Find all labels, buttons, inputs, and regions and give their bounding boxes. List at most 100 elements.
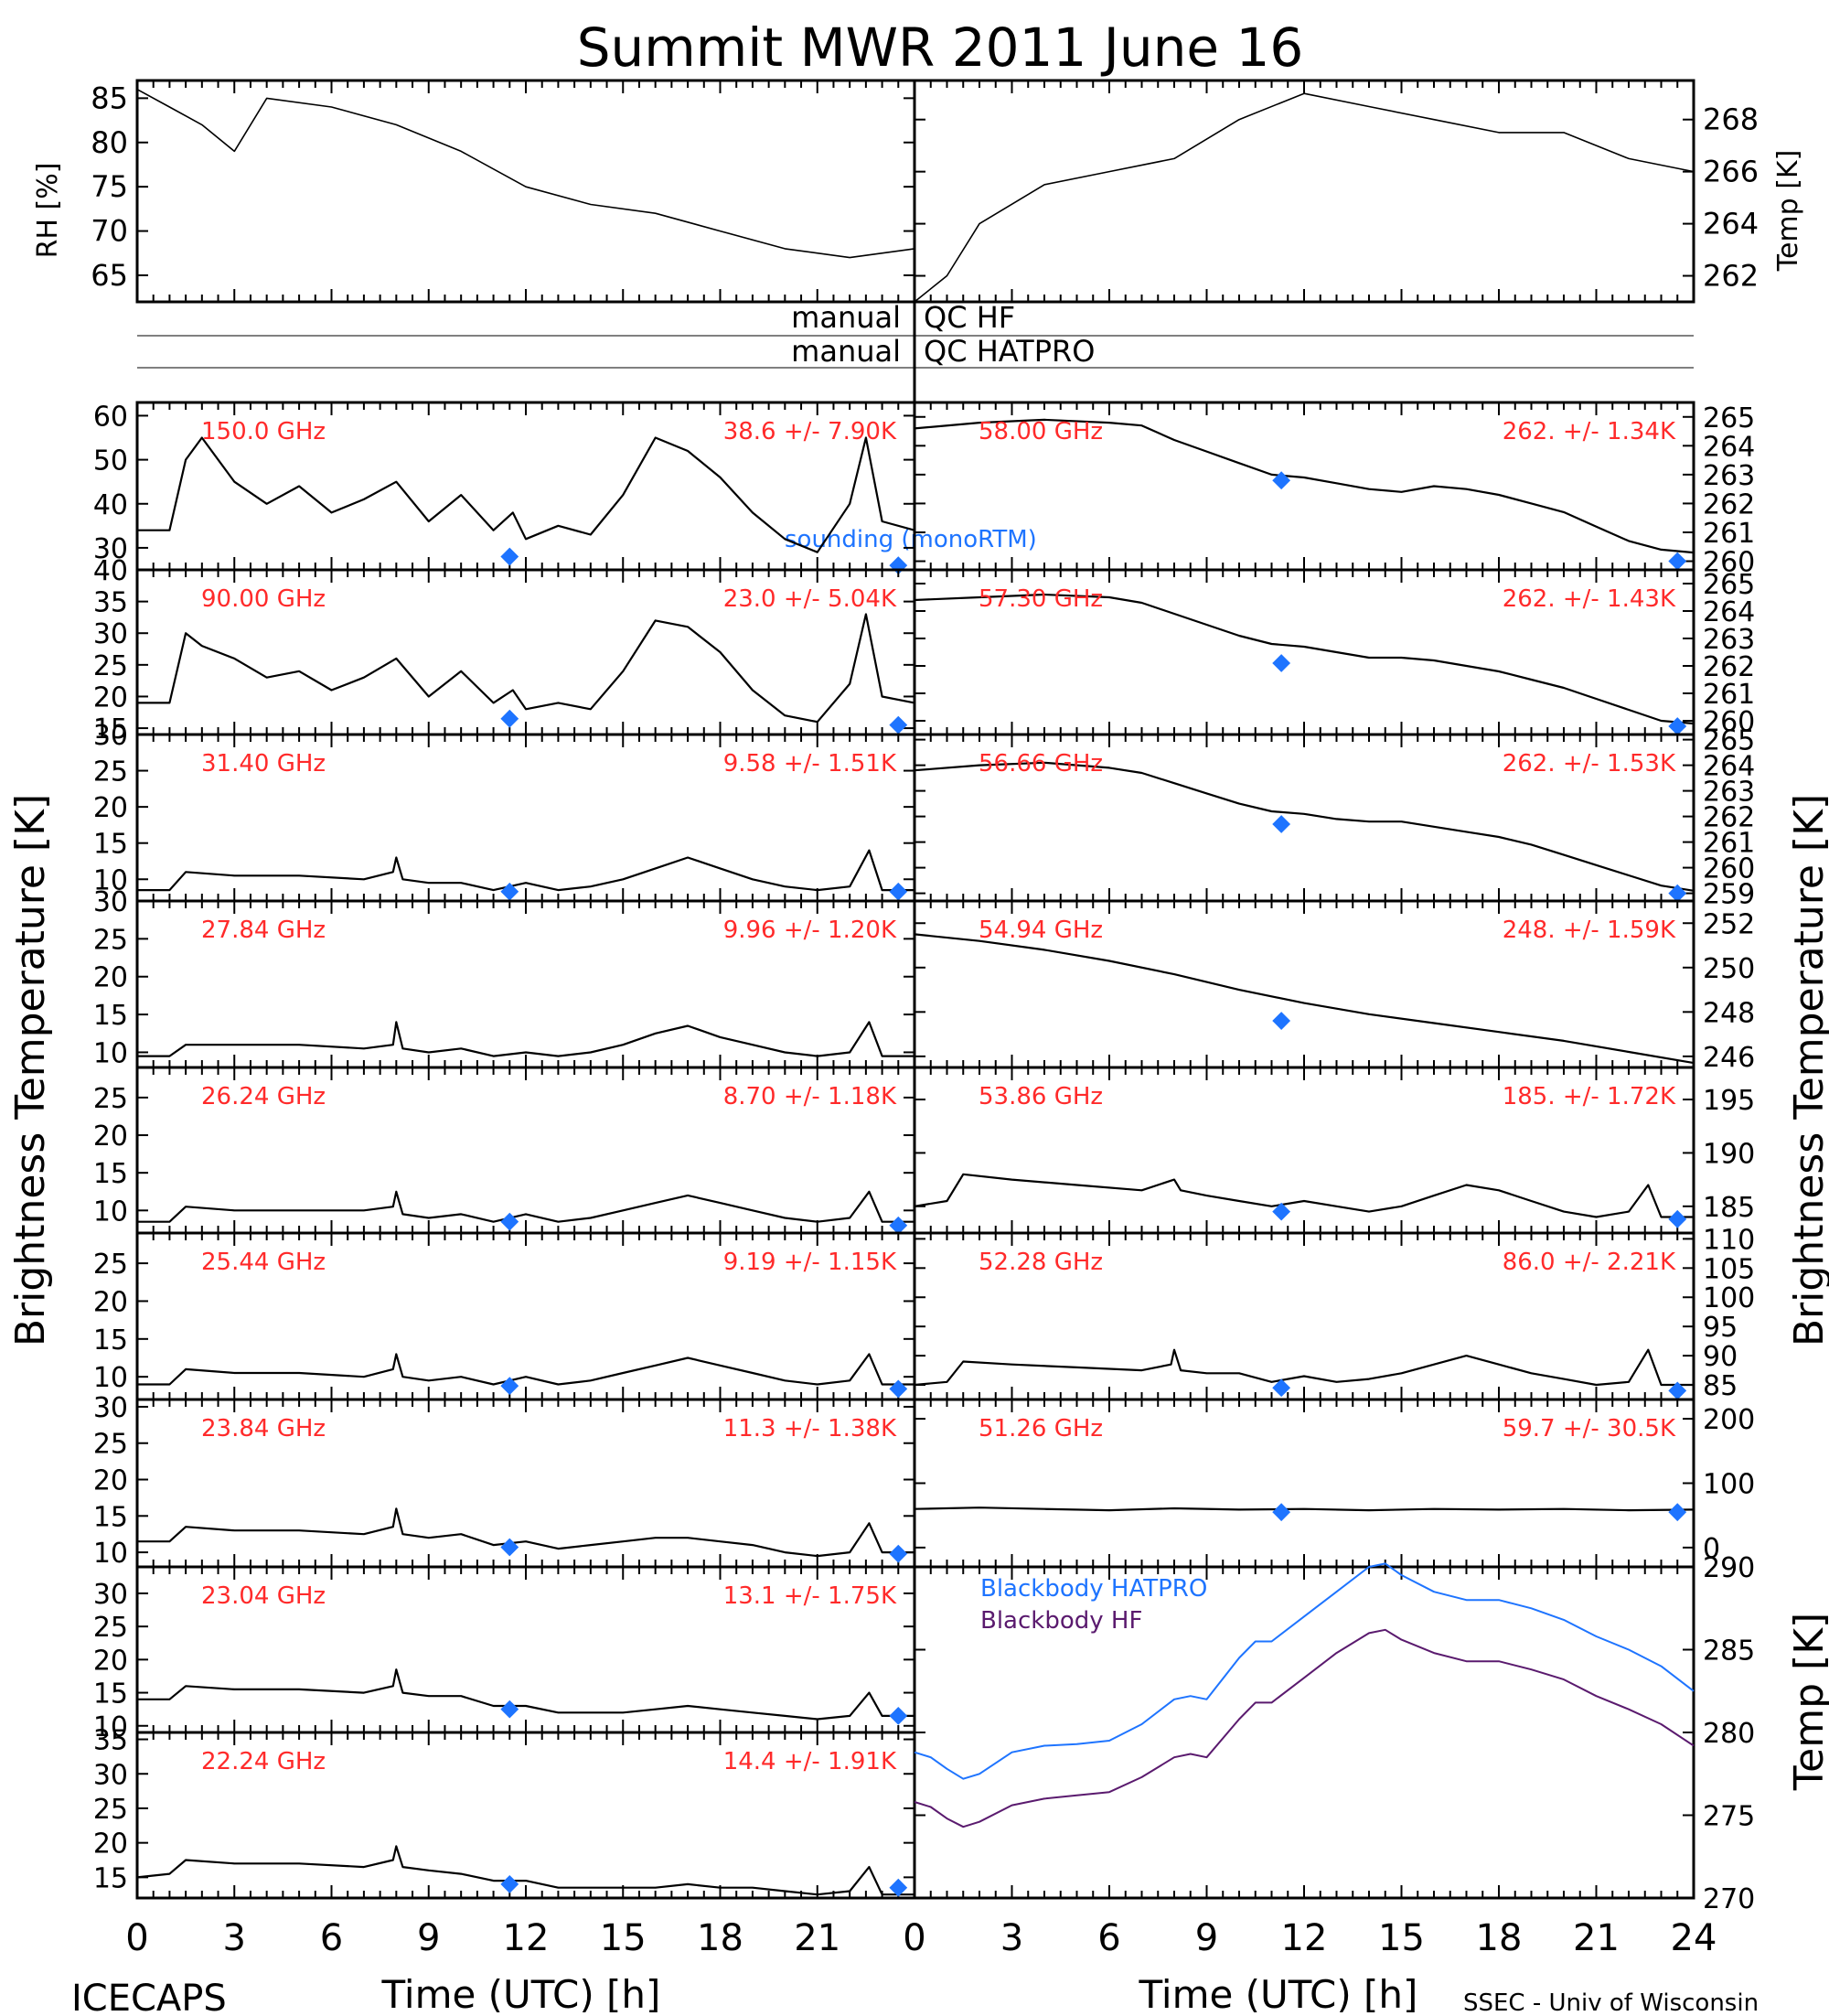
stats-label: 11.3 +/- 1.38K (723, 1415, 897, 1442)
y-tick-label: 250 (1703, 953, 1755, 985)
stats-label: 13.1 +/- 1.75K (723, 1582, 897, 1610)
y-tick-label: 25 (93, 1429, 128, 1461)
frequency-label: 26.24 GHz (201, 1083, 326, 1110)
blackbody-hatpro-series (914, 1562, 1695, 1780)
sounding-point (1272, 471, 1291, 490)
y-tick-label: 80 (91, 125, 128, 160)
y-tick-label: 264 (1703, 596, 1755, 628)
x-tick-label: 3 (223, 1917, 246, 1959)
x-ticks (914, 1567, 1695, 1898)
y-tick-label: 280 (1703, 1718, 1755, 1750)
x-tick-label: 18 (697, 1917, 743, 1959)
sounding-point (500, 1700, 519, 1719)
blackbody-hf-series (914, 1628, 1695, 1828)
x-axis-label-left: Time (UTC) [h] (381, 1972, 661, 2012)
temp-series (914, 92, 1695, 303)
y-tick-label: 260 (1703, 547, 1755, 579)
temp-axis-label-top: Temp [K] (1772, 150, 1804, 273)
y-tick-label: 263 (1703, 777, 1755, 809)
channel-series (914, 1348, 1694, 1387)
y-tick-label: 20 (93, 792, 128, 824)
channel-series (137, 1507, 914, 1558)
y-tick-label: 30 (93, 720, 128, 752)
y-tick-label: 50 (93, 445, 128, 477)
y-tick-label: 185 (1703, 1192, 1755, 1224)
x-ticks (914, 80, 1695, 302)
x-tick-label: 3 (1000, 1917, 1023, 1959)
sounding-point (889, 715, 908, 735)
legend-blackbody-hf: Blackbody HF (980, 1607, 1142, 1635)
frequency-label: 54.94 GHz (979, 917, 1103, 944)
y-tick-label: 262 (1703, 259, 1759, 294)
y-tick-label: 252 (1703, 908, 1755, 940)
y-tick-label: 25 (93, 1083, 128, 1115)
sounding-point (1272, 1012, 1291, 1030)
sounding-point (889, 882, 908, 901)
x-tick-label: 0 (125, 1917, 148, 1959)
x-tick-label: 24 (1671, 1917, 1717, 1959)
y-tick-label: 25 (93, 650, 128, 682)
channel-series (137, 436, 915, 553)
y-tick-label: 20 (93, 962, 128, 994)
stats-label: 9.96 +/- 1.20K (723, 917, 897, 944)
frequency-label: 23.84 GHz (201, 1415, 326, 1442)
y-tick-label: 75 (91, 169, 128, 204)
footer-right: SSEC - Univ of Wisconsin (1463, 1989, 1759, 2012)
channel-series (914, 593, 1695, 725)
sounding-point (1668, 717, 1687, 735)
y-tick-label: 263 (1703, 624, 1755, 656)
x-ticks (136, 80, 915, 302)
y-tick-label: 30 (93, 533, 128, 565)
y-tick-label: 264 (1703, 751, 1755, 783)
frequency-label: 57.30 GHz (979, 585, 1103, 613)
y-tick-label: 262 (1703, 488, 1755, 520)
sounding-point (1272, 654, 1291, 672)
y-tick-label: 100 (1703, 1469, 1755, 1501)
y-tick-label: 25 (93, 924, 128, 956)
y-tick-label: 15 (93, 1678, 128, 1710)
y-tick-label: 266 (1703, 155, 1759, 189)
y-tick-label: 10 (93, 864, 128, 896)
x-tick-label: 15 (1378, 1917, 1425, 1959)
stats-label: 262. +/- 1.43K (1503, 585, 1676, 613)
x-tick-label: 21 (794, 1917, 840, 1959)
y-tick-label: 261 (1703, 518, 1755, 550)
x-tick-label: 18 (1476, 1917, 1523, 1959)
sounding-point (1272, 1503, 1291, 1522)
y-tick-label: 261 (1703, 828, 1755, 860)
y-tick-label: 25 (93, 1249, 128, 1281)
sounding-point (500, 1538, 519, 1557)
stats-label: 262. +/- 1.34K (1503, 418, 1676, 445)
channel-series (914, 761, 1695, 892)
y-tick-label: 30 (93, 1759, 128, 1791)
frequency-label: 25.44 GHz (201, 1249, 326, 1276)
y-tick-label: 15 (93, 713, 128, 745)
sounding-point (1668, 1503, 1687, 1522)
y-tick-label: 0 (1703, 1533, 1720, 1565)
y-tick-label: 95 (1703, 1312, 1738, 1344)
y-tick-label: 246 (1703, 1042, 1755, 1074)
x-ticks (136, 1233, 915, 1399)
x-tick-label: 12 (503, 1917, 550, 1959)
y-tick-label: 265 (1703, 402, 1755, 434)
y-tick-label: 260 (1703, 706, 1755, 738)
x-tick-label: 0 (903, 1917, 925, 1959)
y-tick-label: 70 (91, 214, 128, 249)
y-tick-label: 30 (93, 618, 128, 650)
y-tick-label: 270 (1703, 1883, 1755, 1915)
y-tick-label: 275 (1703, 1801, 1755, 1833)
y-tick-label: 20 (93, 1828, 128, 1861)
qc-hf-label-right: QC HF (924, 300, 1015, 335)
chart-title: Summit MWR 2011 June 16 (577, 16, 1304, 79)
x-tick-label: 15 (600, 1917, 647, 1959)
y-tick-label: 248 (1703, 997, 1755, 1029)
y-tick-label: 20 (93, 1286, 128, 1318)
sounding-point (889, 1544, 908, 1563)
qc-hf-label-left: manual (791, 300, 901, 335)
stats-label: 59.7 +/- 30.5K (1503, 1415, 1676, 1442)
y-tick-label: 195 (1703, 1085, 1755, 1117)
y-tick-label: 35 (93, 587, 128, 619)
frequency-label: 22.24 GHz (201, 1748, 326, 1775)
channel-series (137, 849, 914, 892)
